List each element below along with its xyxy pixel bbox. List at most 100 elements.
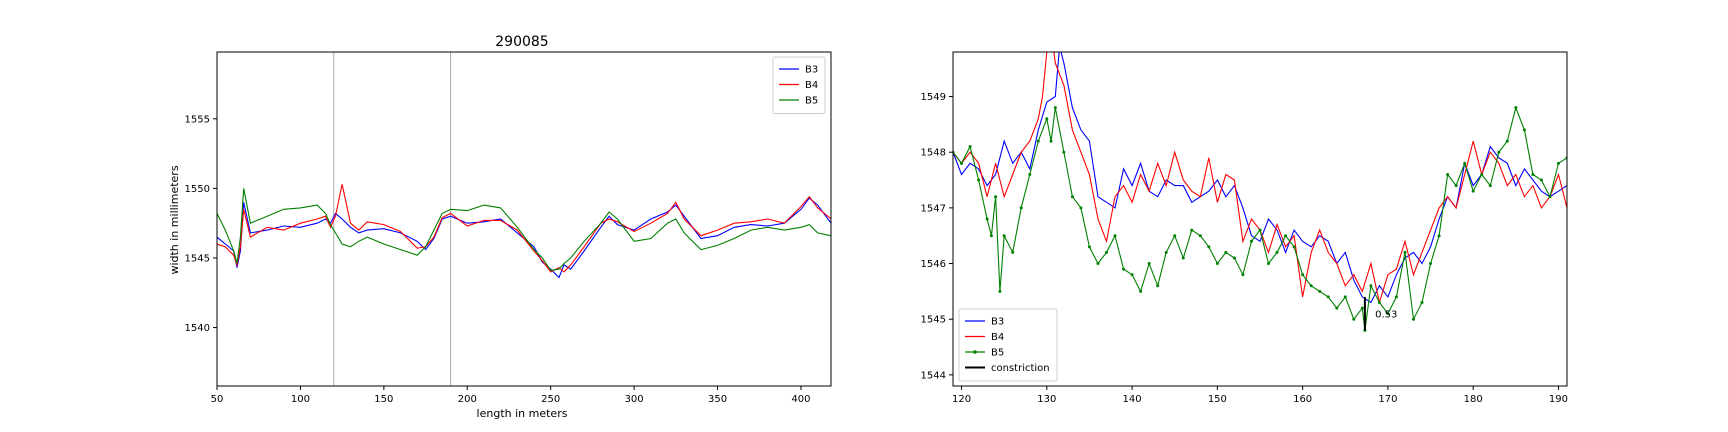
annotation-label: 0.53 — [1375, 310, 1397, 321]
series-point-b5 — [989, 234, 993, 238]
x-tick-label: 50 — [211, 394, 224, 405]
x-tick-label: 160 — [1293, 394, 1312, 405]
x-tick-label: 120 — [952, 394, 971, 405]
series-point-b5 — [977, 178, 981, 182]
series-point-b5 — [1028, 172, 1032, 176]
series-point-b5 — [1173, 234, 1177, 238]
series-point-b5 — [1292, 245, 1296, 249]
legend-box — [958, 308, 1058, 382]
series-point-b5 — [1036, 139, 1040, 143]
series-point-b5 — [998, 289, 1002, 293]
series-point-b5 — [1412, 317, 1415, 321]
left-chart: 290085 length in meters width in millime… — [168, 34, 832, 420]
series-point-b5 — [1471, 189, 1475, 193]
x-tick-label: 150 — [1208, 394, 1227, 405]
series-line-b4 — [217, 184, 831, 273]
series-point-b5 — [1548, 195, 1552, 199]
plot-frame — [952, 51, 1568, 387]
series-point-b5 — [1105, 250, 1108, 254]
x-tick-label: 130 — [1037, 394, 1056, 405]
plot-area — [217, 52, 831, 386]
y-tick-label: 1546 — [921, 259, 946, 270]
x-tick-label: 150 — [374, 394, 393, 405]
series-point-b5 — [1275, 250, 1279, 254]
series-point-b5 — [1215, 262, 1219, 266]
x-tick-label: 300 — [625, 394, 644, 405]
series-point-b5 — [1463, 161, 1467, 165]
y-tick-label: 1548 — [921, 148, 946, 159]
series-line-b3 — [953, 52, 1567, 304]
y-tick-label: 1549 — [921, 92, 946, 103]
plot-frame — [216, 51, 832, 387]
series-point-b5 — [1522, 128, 1526, 132]
series-point-b5 — [1505, 139, 1509, 143]
legend-label: B4 — [991, 332, 1004, 343]
series-point-b5 — [1053, 106, 1057, 110]
series-point-b5 — [1369, 284, 1373, 288]
series-point-b5 — [1224, 250, 1228, 254]
chart-title: 290085 — [495, 34, 548, 50]
series-point-b5 — [1480, 172, 1484, 176]
series-point-b5 — [1403, 250, 1407, 254]
legend-label: B3 — [805, 65, 818, 76]
series-point-b5 — [1497, 150, 1501, 154]
x-axis-label: length in meters — [477, 407, 568, 420]
series-point-b5 — [1190, 228, 1194, 232]
series-point-b5 — [1531, 172, 1535, 176]
series-point-b5 — [1156, 284, 1160, 288]
series-point-b5 — [1087, 245, 1091, 249]
series-point-b5 — [1164, 250, 1168, 254]
series-line-b5 — [217, 188, 831, 272]
series-point-b5 — [1011, 250, 1015, 254]
y-axis-label: width in millimeters — [168, 165, 181, 274]
x-tick-label: 350 — [708, 394, 727, 405]
series-point-b5 — [1343, 295, 1347, 299]
legend-label: B5 — [991, 348, 1004, 359]
x-tick-label: 400 — [791, 394, 810, 405]
x-tick-label: 200 — [458, 394, 477, 405]
series-point-b5 — [1249, 239, 1253, 243]
series-point-b5 — [1394, 295, 1398, 299]
x-tick-label: 140 — [1123, 394, 1142, 405]
series-point-b5 — [1488, 184, 1492, 188]
legend-label: constriction — [991, 363, 1050, 374]
series-point-b5 — [1309, 284, 1313, 288]
series-point-b5 — [1241, 273, 1245, 277]
series-point-b5 — [1096, 262, 1100, 266]
y-tick-label: 1545 — [185, 253, 210, 264]
series-point-b5 — [1386, 312, 1390, 316]
series-point-b5 — [1130, 273, 1134, 277]
series-point-b5 — [1045, 117, 1049, 121]
series-point-b5 — [1326, 295, 1330, 299]
series-line-b4 — [953, 52, 1567, 305]
legend: B3 B4 B5 — [772, 56, 826, 114]
series-point-b5 — [1377, 301, 1381, 304]
series-point-b5 — [1113, 234, 1117, 238]
series-point-b5 — [1232, 256, 1236, 260]
right-chart: 120 130 140 150 160 170 180 190 1544 1545 1546 1547… — [921, 51, 1568, 405]
series-point-b5 — [994, 195, 998, 199]
x-tick-label: 190 — [1549, 394, 1568, 405]
legend-marker — [973, 350, 977, 354]
series-point-b5 — [1514, 106, 1518, 110]
x-tick-label: 180 — [1464, 394, 1483, 405]
series-point-b5 — [1122, 267, 1126, 271]
series-point-b5 — [1360, 306, 1364, 310]
series-point-b5 — [1556, 161, 1560, 165]
y-tick-label: 1540 — [185, 323, 210, 334]
legend-box — [772, 56, 826, 114]
legend-label: B4 — [805, 80, 818, 91]
series-point-b5 — [1446, 172, 1450, 176]
series-point-b5 — [1070, 195, 1074, 199]
series-point-b5 — [1207, 245, 1211, 249]
series-point-b5 — [1539, 178, 1543, 182]
series-point-b5 — [1002, 234, 1006, 238]
y-tick-label: 1547 — [921, 203, 946, 214]
series-point-b5 — [1198, 234, 1202, 238]
series-point-b5 — [1062, 150, 1066, 154]
series-point-b5 — [985, 217, 989, 221]
series-point-b5 — [1352, 317, 1356, 321]
legend: B3 B4 B5 constriction — [958, 308, 1058, 382]
series-line-b5 — [953, 105, 1567, 331]
series-point-b5 — [1301, 273, 1305, 277]
